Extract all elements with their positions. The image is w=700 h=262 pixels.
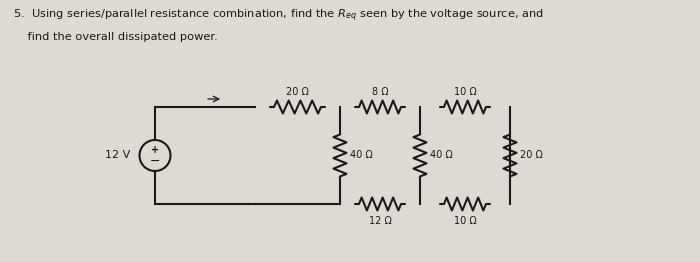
Text: 20 Ω: 20 Ω <box>286 87 309 97</box>
Text: 12 Ω: 12 Ω <box>369 216 391 226</box>
Text: −: − <box>150 155 160 168</box>
Text: 40 Ω: 40 Ω <box>350 150 372 161</box>
Text: 8 Ω: 8 Ω <box>372 87 389 97</box>
Text: 40 Ω: 40 Ω <box>430 150 453 161</box>
Text: 10 Ω: 10 Ω <box>454 87 477 97</box>
Text: 20 Ω: 20 Ω <box>520 150 543 161</box>
Text: find the overall dissipated power.: find the overall dissipated power. <box>13 31 218 41</box>
Text: 12 V: 12 V <box>105 150 130 161</box>
Text: 5.  Using series/parallel resistance combination, find the $R_{eq}$ seen by the : 5. Using series/parallel resistance comb… <box>13 8 544 24</box>
Text: 10 Ω: 10 Ω <box>454 216 477 226</box>
Text: +: + <box>151 145 159 155</box>
